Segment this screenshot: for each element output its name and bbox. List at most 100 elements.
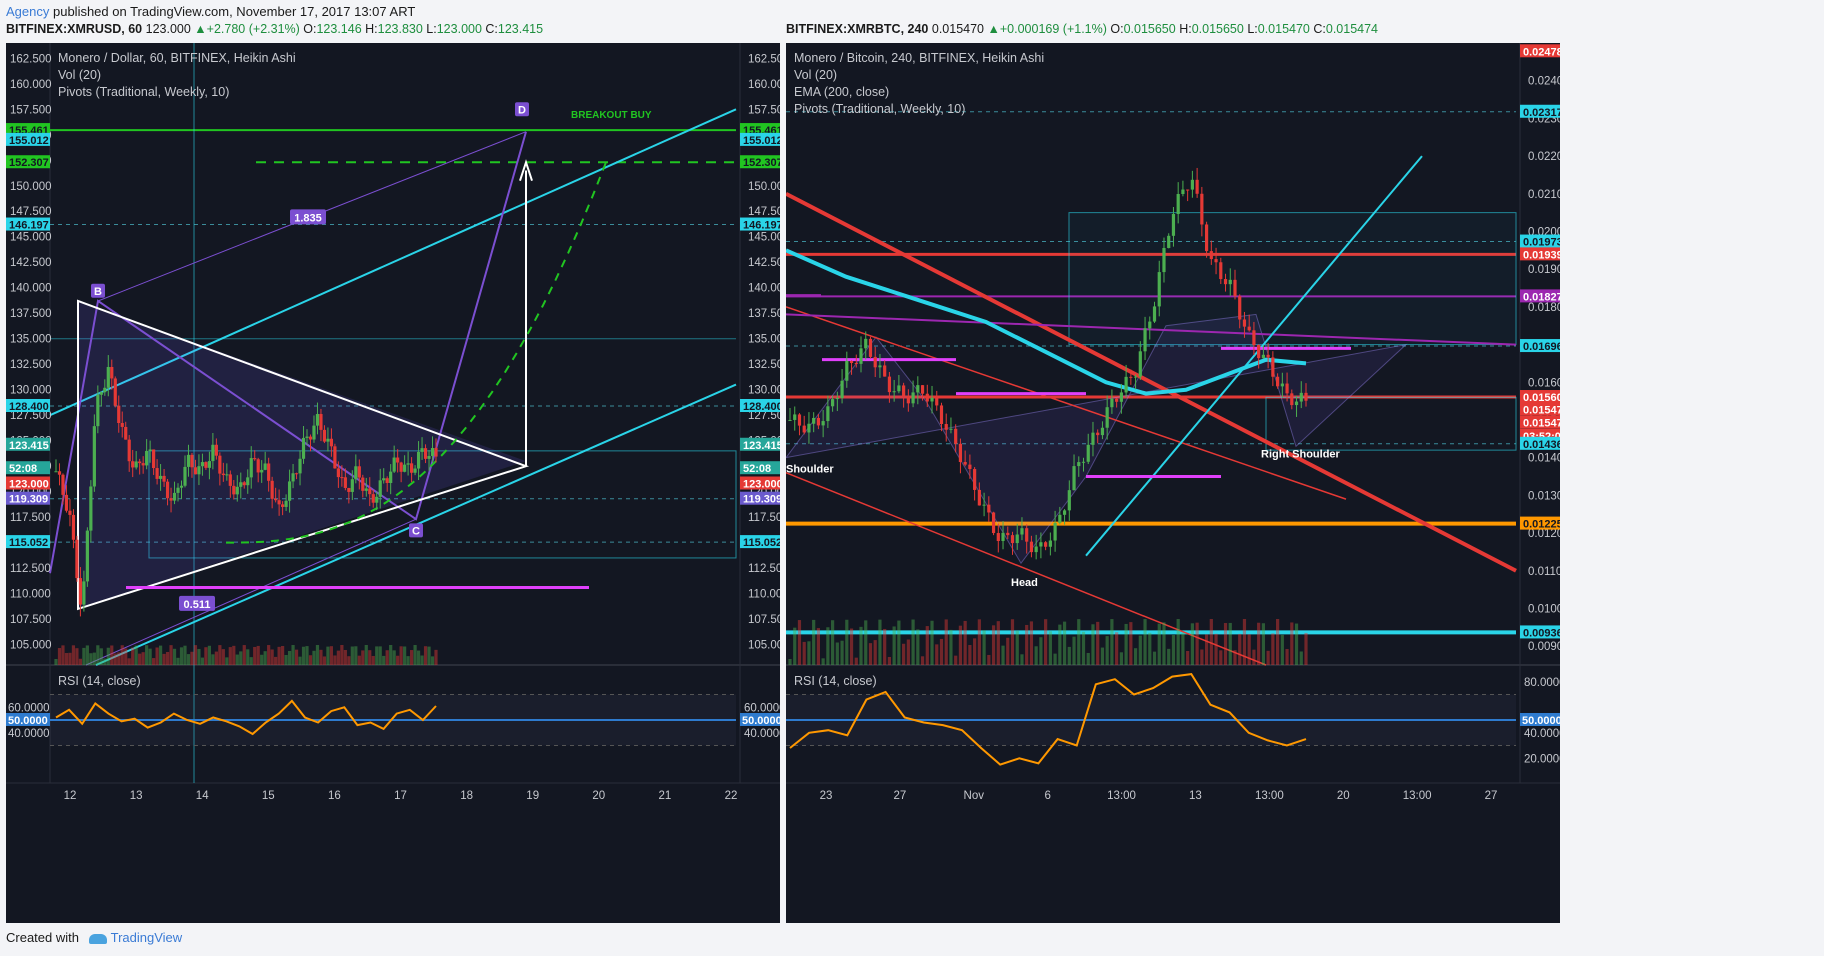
xmrusd-chart[interactable]: B C D 1.835 0.511 105.000 105.000 107.500 107.5…	[6, 43, 780, 923]
time-tick-label: 20	[1337, 790, 1350, 802]
rsi-tick-label: 40.0000	[744, 728, 780, 740]
volume-bar	[939, 638, 944, 665]
xmrbtc-chart[interactable]: Shoulder Head Right Shoulder 0.009000 0.010…	[786, 43, 1560, 923]
candle-body	[340, 477, 344, 479]
price-badge-label: 0.009364	[1523, 627, 1560, 639]
candle-body	[141, 463, 145, 466]
price-badge-label: 115.052	[743, 537, 780, 549]
volume-bar	[347, 656, 351, 665]
candle-body	[218, 455, 222, 474]
candle-body	[284, 500, 288, 507]
volume-bar	[291, 645, 295, 665]
time-tick-label: 13:00	[1403, 790, 1432, 802]
price-badge-label: 128.400	[743, 401, 780, 413]
projection-curve	[226, 161, 607, 544]
volume-bar	[925, 626, 929, 665]
candle-body	[802, 425, 806, 433]
price-tick-label: 0.024000	[1528, 76, 1560, 88]
candle-body	[176, 487, 180, 493]
author-link[interactable]: Agency	[6, 4, 50, 19]
right-legend-pivots: Pivots (Traditional, Weekly, 10)	[794, 102, 965, 116]
volume-bar	[1058, 624, 1062, 665]
candle-body	[228, 474, 232, 486]
candle-body	[267, 463, 271, 481]
volume-bar	[968, 645, 972, 665]
price-badge	[1520, 402, 1560, 416]
left-legend-title: Monero / Dollar, 60, BITFINEX, Heikin As…	[58, 51, 296, 65]
time-tick-label: Nov	[964, 790, 985, 802]
volume-bar	[1072, 636, 1076, 665]
volume-bar	[124, 648, 128, 665]
volume-bar	[218, 645, 222, 665]
volume-bar	[1044, 619, 1048, 665]
volume-bar	[92, 652, 96, 665]
right-chart-panel[interactable]: Shoulder Head Right Shoulder 0.009000 0.010…	[786, 43, 1560, 923]
volume-bar	[1015, 630, 1019, 665]
price-badge	[740, 217, 780, 231]
volume-bar	[864, 620, 868, 665]
volume-bar	[131, 647, 135, 665]
price-badge	[740, 535, 780, 549]
volume-bar	[1176, 619, 1180, 665]
volume-bar	[392, 650, 396, 665]
volume-bar	[225, 657, 229, 665]
price-tick-label: 110.000	[10, 589, 51, 601]
left-chart-panel[interactable]: B C D 1.835 0.511 105.000 105.000 107.500 107.5…	[6, 43, 780, 923]
candle-body	[1148, 321, 1152, 329]
candle-body	[117, 405, 121, 424]
volume-bar	[333, 655, 337, 665]
price-tick-label: 145.000	[748, 232, 780, 244]
volume-bar	[1105, 636, 1109, 665]
volume-bar	[430, 656, 435, 665]
candle-body	[1200, 193, 1204, 225]
candle-body	[333, 446, 337, 469]
left-close: 123.415	[497, 22, 544, 36]
candle-body	[1053, 522, 1057, 541]
candle-body	[892, 391, 896, 393]
candle-body	[1176, 194, 1180, 214]
candle-body	[1058, 514, 1062, 523]
right-close: 0.015474	[1325, 22, 1379, 36]
candle-body	[1133, 376, 1138, 378]
candle-body	[169, 498, 173, 501]
candle-body	[831, 399, 835, 407]
volume-bar	[179, 647, 184, 665]
volume-bar	[138, 653, 142, 665]
volume-bar	[878, 619, 882, 665]
uptrend-line	[1085, 155, 1423, 557]
volume-bar	[120, 645, 124, 665]
tradingview-link[interactable]: TradingView	[110, 930, 183, 945]
volume-bar	[396, 655, 400, 665]
volume-bar	[329, 646, 334, 665]
volume-bar	[68, 652, 72, 665]
candle-body	[225, 474, 229, 476]
volume-bar	[158, 645, 163, 665]
volume-bar	[246, 649, 250, 665]
volume-bar	[1053, 653, 1057, 665]
volume-bar	[954, 655, 958, 665]
price-badge-label: 123.000	[743, 478, 780, 490]
volume-bar	[1200, 649, 1204, 665]
candle-body	[1143, 328, 1147, 352]
price-badge-label: 0.018278	[1523, 291, 1560, 303]
candle-body	[326, 438, 330, 442]
volume-bar	[322, 656, 327, 665]
candle-body	[54, 471, 58, 473]
volume-bar	[1299, 651, 1303, 665]
volume-bar	[169, 645, 173, 665]
candle-body	[75, 539, 79, 579]
right-low: 0.015470	[1257, 22, 1310, 36]
volume-bar	[1219, 650, 1223, 665]
volume-bar	[1029, 621, 1034, 665]
time-tick-label: 13	[1189, 790, 1202, 802]
volume-bar	[64, 653, 69, 665]
candle-body	[840, 380, 844, 399]
volume-bar	[1181, 633, 1185, 665]
price-badge-label: 152.307	[743, 157, 780, 169]
volume-bar	[1223, 623, 1228, 665]
volume-bar	[361, 650, 365, 665]
candle-body	[308, 436, 313, 440]
price-badge-label: 146.197	[743, 220, 780, 232]
point-d-label-text: D	[518, 104, 526, 116]
right-legend-vol: Vol (20)	[794, 68, 837, 82]
